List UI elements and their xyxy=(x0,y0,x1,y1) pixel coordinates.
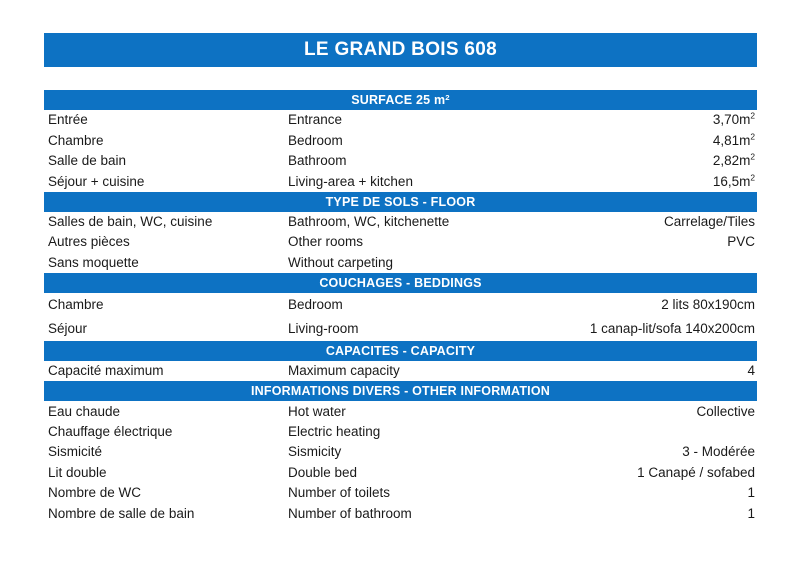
section: CAPACITES - CAPACITY Capacité maximum Maxi… xyxy=(44,340,757,381)
label-french: Capacité maximum xyxy=(48,363,164,379)
label-english: Entrance xyxy=(288,112,343,128)
label-french: Séjour + cuisine xyxy=(48,173,145,189)
row-value: 1 xyxy=(747,505,755,521)
table-row: Nombre de WC Number of toilets 1 xyxy=(44,483,757,503)
label-english: Number of bathroom xyxy=(288,505,412,521)
label-english: Electric heating xyxy=(288,423,381,439)
label-english: Living-area + kitchen xyxy=(288,173,413,189)
table-row: Nombre de salle de bain Number of bathroo… xyxy=(44,503,757,523)
row-value: 2 lits 80x190cm xyxy=(661,296,755,312)
row-value: 4 xyxy=(747,363,755,379)
label-french: Salles de bain, WC, cuisine xyxy=(48,214,213,229)
label-french: Chambre xyxy=(48,132,104,148)
row-value: PVC xyxy=(727,234,755,250)
table-row: Séjour + cuisine Living-area + kitchen 16,… xyxy=(44,171,757,191)
table-row: Salle de bain Bathroom 2,82m2 xyxy=(44,151,757,171)
row-value-superscript: 2 xyxy=(750,131,755,142)
section: TYPE DE SOLS - FLOOR Salles de bain, WC, … xyxy=(44,191,757,273)
row-value: 1 Canapé / sofabed xyxy=(637,464,755,480)
row-value: Carrelage/Tiles xyxy=(663,214,755,229)
label-french: Nombre de salle de bain xyxy=(48,505,195,521)
label-english: Bedroom xyxy=(288,132,343,148)
label-french: Entrée xyxy=(48,112,88,128)
label-french: Nombre de WC xyxy=(48,485,142,501)
table-row: Chauffage électrique Electric heating xyxy=(44,422,757,442)
table-row: Sans moquette Without carpeting xyxy=(44,252,757,272)
page-title-bar: LE GRAND BOIS 608 xyxy=(44,33,757,67)
row-value: 3,70m2 xyxy=(712,110,755,128)
row-value-superscript: 2 xyxy=(750,151,755,162)
label-french: Sismicité xyxy=(48,444,103,460)
section-header-label: SURFACE 25 m xyxy=(351,93,446,107)
table-row: Autres pièces Other rooms PVC xyxy=(44,232,757,252)
row-value: Collective xyxy=(696,403,755,419)
section-header: COUCHAGES - BEDDINGS xyxy=(44,272,757,293)
table-row: Séjour Living-room 1 canap-lit/sofa 140x20… xyxy=(44,317,757,341)
label-french: Autres pièces xyxy=(48,234,130,250)
table-row: Chambre Bedroom 4,81m2 xyxy=(44,130,757,150)
section-header-label: COUCHAGES - BEDDINGS xyxy=(319,275,482,290)
table-row: Sismicité Sismicity 3 - Modérée xyxy=(44,442,757,462)
label-english: Without carpeting xyxy=(288,254,394,270)
page-title: LE GRAND BOIS 608 xyxy=(303,39,498,60)
section: COUCHAGES - BEDDINGS Chambre Bedroom 2 lits… xyxy=(44,272,757,341)
row-value: 16,5m2 xyxy=(712,172,755,189)
label-english: Bedroom xyxy=(288,296,343,312)
row-value: 4,81m2 xyxy=(712,131,755,148)
label-french: Salle de bain xyxy=(48,153,127,169)
label-french: Sans moquette xyxy=(48,254,139,270)
label-french: Chambre xyxy=(48,296,104,312)
label-french: Eau chaude xyxy=(48,403,121,419)
table-row: Eau chaude Hot water Collective xyxy=(44,401,757,421)
label-english: Bathroom xyxy=(288,153,347,169)
label-english: Living-room xyxy=(288,320,359,336)
row-value-superscript: 2 xyxy=(750,172,755,183)
section-header: INFORMATIONS DIVERS - OTHER INFORMATION xyxy=(44,381,757,402)
label-english: Hot water xyxy=(288,403,346,419)
label-french: Chauffage électrique xyxy=(48,423,173,439)
section-header: CAPACITES - CAPACITY xyxy=(44,340,757,361)
label-french: Lit double xyxy=(48,464,107,480)
label-english: Bathroom, WC, kitchenette xyxy=(288,214,450,229)
section-header-label: CAPACITES - CAPACITY xyxy=(325,343,476,358)
section-header-label: TYPE DE SOLS - FLOOR xyxy=(325,194,476,209)
table-row: Capacité maximum Maximum capacity 4 xyxy=(44,361,757,381)
section-header: TYPE DE SOLS - FLOOR xyxy=(44,191,757,212)
label-english: Sismicity xyxy=(288,444,342,460)
table-row: Entrée Entrance 3,70m2 xyxy=(44,110,757,130)
label-english: Maximum capacity xyxy=(288,363,400,379)
section-header-label: INFORMATIONS DIVERS - OTHER INFORMATION xyxy=(251,384,550,399)
row-value: 3 - Modérée xyxy=(682,444,755,460)
label-english: Other rooms xyxy=(288,234,364,250)
label-english: Number of toilets xyxy=(288,485,391,501)
label-english: Double bed xyxy=(288,464,358,480)
section: INFORMATIONS DIVERS - OTHER INFORMATION E… xyxy=(44,381,757,523)
table-row: Salles de bain, WC, cuisine Bathroom, WC,… xyxy=(44,212,757,232)
row-value-superscript: 2 xyxy=(750,110,755,121)
section: SURFACE 25 m 2 Entrée Entrance 3,70m2 Chambre… xyxy=(44,90,757,192)
row-value: 2,82m2 xyxy=(712,151,755,169)
table-row: Lit double Double bed 1 Canapé / sofabed xyxy=(44,462,757,482)
row-value: 1 xyxy=(747,485,755,501)
table-row: Chambre Bedroom 2 lits 80x190cm xyxy=(44,293,757,317)
sections-container: SURFACE 25 m 2 Entrée Entrance 3,70m2 Chambre… xyxy=(44,90,757,523)
label-french: Séjour xyxy=(48,320,88,336)
row-value: 1 canap-lit/sofa 140x200cm xyxy=(589,320,755,336)
